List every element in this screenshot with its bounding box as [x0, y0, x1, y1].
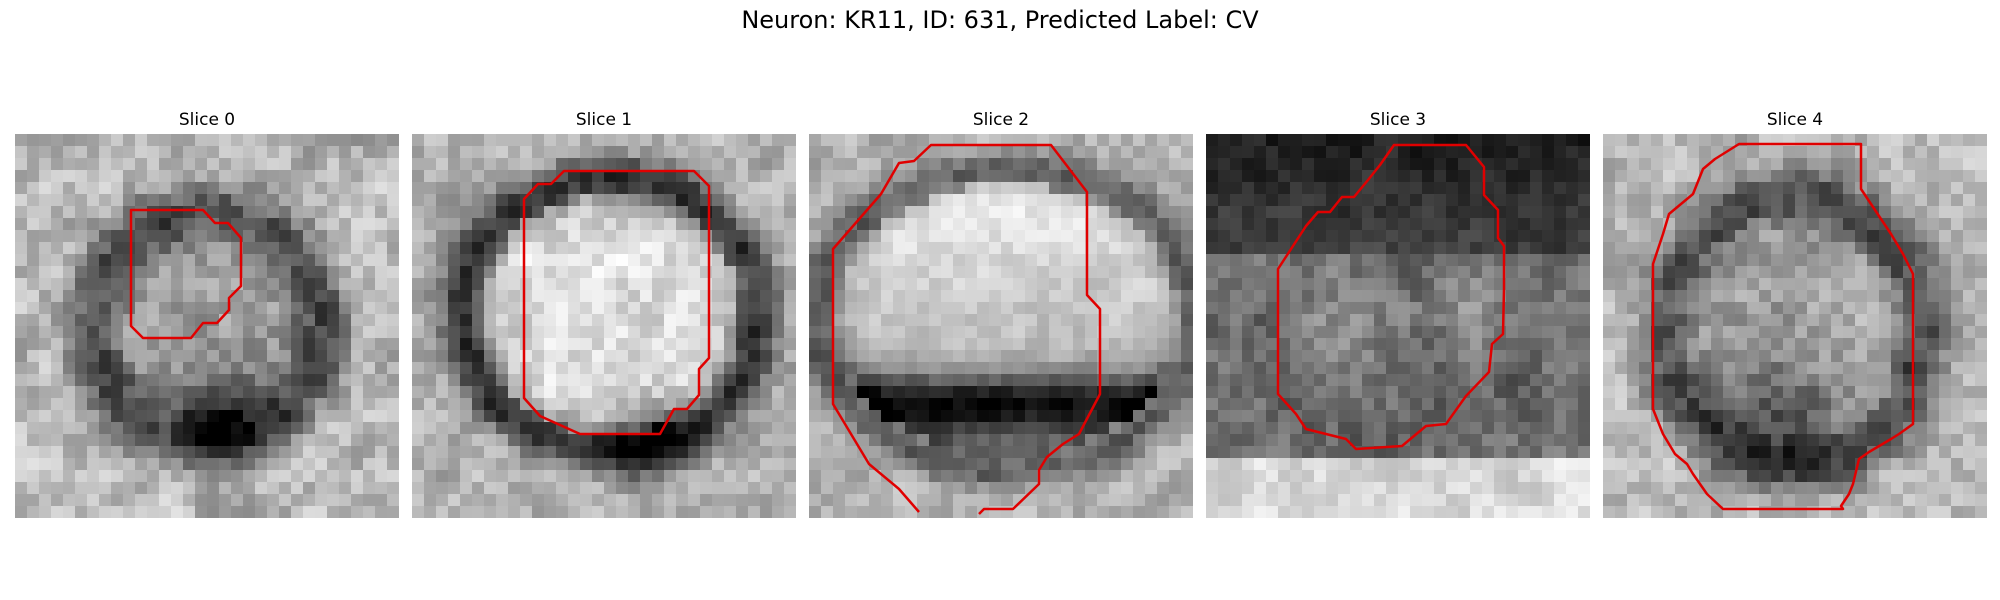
figure-title: Neuron: KR11, ID: 631, Predicted Label: … [741, 6, 1259, 34]
slice-2-title: Slice 2 [972, 110, 1030, 130]
slice-3-image [1206, 134, 1590, 518]
pixel-grid [809, 134, 1193, 518]
slice-1-title: Slice 1 [575, 110, 633, 130]
slice-2-canvas [809, 134, 1193, 518]
slice-3-canvas [1206, 134, 1590, 518]
slice-4-title: Slice 4 [1766, 110, 1824, 130]
slice-0-image [15, 134, 399, 518]
slice-1-canvas [412, 134, 796, 518]
segmentation-contour [1651, 142, 1915, 511]
segmentation-contour [1276, 143, 1506, 451]
slice-2-image [809, 134, 1193, 518]
segmentation-contour [522, 169, 711, 436]
pixel-grid [1603, 134, 1987, 518]
slice-4-canvas [1603, 134, 1987, 518]
segmentation-contour [831, 143, 1102, 515]
slice-0-canvas [15, 134, 399, 518]
segmentation-contour [129, 208, 243, 340]
pixel-grid [15, 134, 399, 518]
slice-3-title: Slice 3 [1369, 110, 1427, 130]
slice-0-title: Slice 0 [178, 110, 236, 130]
slice-1-image [412, 134, 796, 518]
slice-4-image [1603, 134, 1987, 518]
pixel-grid [1206, 134, 1590, 518]
pixel-grid [412, 134, 796, 518]
